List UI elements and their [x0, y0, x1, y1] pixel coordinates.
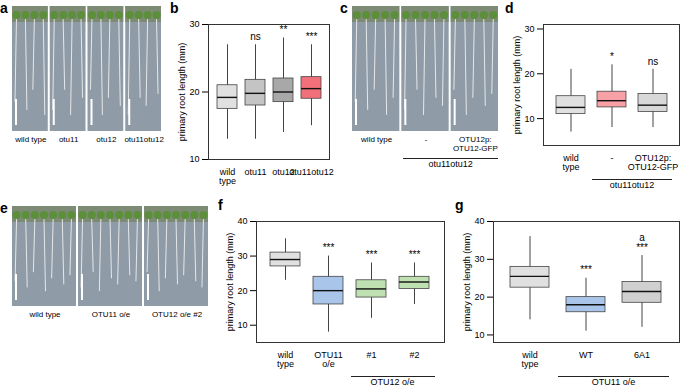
svg-text:6A1: 6A1 — [634, 350, 650, 360]
svg-text:otu11otu12: otu11otu12 — [289, 167, 333, 177]
svg-text:#2: #2 — [409, 350, 419, 360]
svg-text:10: 10 — [474, 330, 484, 340]
svg-text:ns: ns — [250, 31, 261, 42]
svg-text:10: 10 — [524, 113, 534, 123]
html-text:g: g — [455, 197, 464, 213]
svg-text:otu11otu12: otu11otu12 — [124, 135, 164, 144]
svg-text:wild type: wild type — [28, 310, 61, 319]
svg-text:-: - — [611, 153, 614, 163]
svg-text:WT: WT — [579, 350, 593, 360]
svg-text:***: *** — [580, 264, 592, 275]
svg-text:wild type: wild type — [14, 135, 47, 144]
svg-text:20: 20 — [237, 286, 247, 296]
html-text:OTU12 o/e: OTU12 o/e — [370, 377, 415, 387]
html-text:otu11otu12: otu11otu12 — [428, 159, 473, 169]
svg-text:20: 20 — [474, 292, 484, 302]
svg-text:***: *** — [636, 242, 648, 253]
svg-text:**: ** — [280, 24, 288, 35]
svg-text:OTU12p:OTU12-GFP: OTU12p:OTU12-GFP — [628, 153, 679, 172]
svg-text:#1: #1 — [366, 350, 376, 360]
html-text:b: b — [170, 0, 179, 16]
html-text:OTU11 o/e: OTU11 o/e — [591, 377, 636, 387]
svg-text:otu12: otu12 — [272, 166, 295, 177]
svg-text:20: 20 — [524, 69, 534, 79]
svg-text:40: 40 — [474, 216, 484, 226]
svg-text:-: - — [425, 135, 428, 144]
svg-text:otu12: otu12 — [96, 135, 117, 144]
svg-text:otu11: otu11 — [59, 135, 79, 144]
svg-text:wild type: wild type — [360, 135, 393, 144]
svg-text:primary root length (mm): primary root length (mm) — [177, 43, 187, 142]
html-text:c: c — [340, 0, 348, 16]
svg-text:***: *** — [409, 249, 421, 260]
svg-text:primary root length (mm): primary root length (mm) — [512, 36, 522, 135]
svg-text:30: 30 — [189, 19, 199, 29]
svg-text:30: 30 — [524, 24, 534, 34]
svg-text:wildtype: wildtype — [562, 153, 579, 172]
svg-text:10: 10 — [189, 154, 199, 164]
svg-text:wildtype: wildtype — [219, 167, 236, 186]
svg-text:10: 10 — [237, 320, 247, 330]
svg-text:***: *** — [323, 242, 335, 253]
svg-text:OTU11 o/e: OTU11 o/e — [92, 310, 131, 319]
svg-text:OTU12-GFP: OTU12-GFP — [453, 144, 498, 153]
html-text:a: a — [0, 0, 8, 16]
svg-text:OTU12 o/e #2: OTU12 o/e #2 — [152, 310, 203, 319]
svg-text:20: 20 — [189, 87, 199, 97]
svg-text:primary root length (mm): primary root length (mm) — [225, 233, 235, 332]
svg-text:30: 30 — [237, 251, 247, 261]
svg-text:40: 40 — [237, 216, 247, 226]
svg-text:primary root length (mm): primary root length (mm) — [462, 233, 472, 332]
html-text:f: f — [218, 197, 223, 213]
svg-text:***: *** — [306, 31, 318, 42]
svg-text:OTU11o/e: OTU11o/e — [314, 350, 342, 369]
svg-text:*: * — [610, 51, 614, 62]
svg-text:30: 30 — [474, 254, 484, 264]
html-text:otu11otu12: otu11otu12 — [609, 180, 655, 190]
svg-text:wildtype: wildtype — [277, 350, 294, 369]
svg-text:OTU12p:: OTU12p: — [459, 135, 491, 144]
html-text:d: d — [505, 0, 514, 16]
svg-text:ns: ns — [648, 56, 659, 67]
html-text:e: e — [0, 200, 8, 216]
svg-text:otu11: otu11 — [245, 167, 267, 177]
svg-text:a: a — [639, 232, 645, 243]
svg-text:wildtype: wildtype — [521, 350, 538, 369]
svg-text:***: *** — [366, 249, 378, 260]
